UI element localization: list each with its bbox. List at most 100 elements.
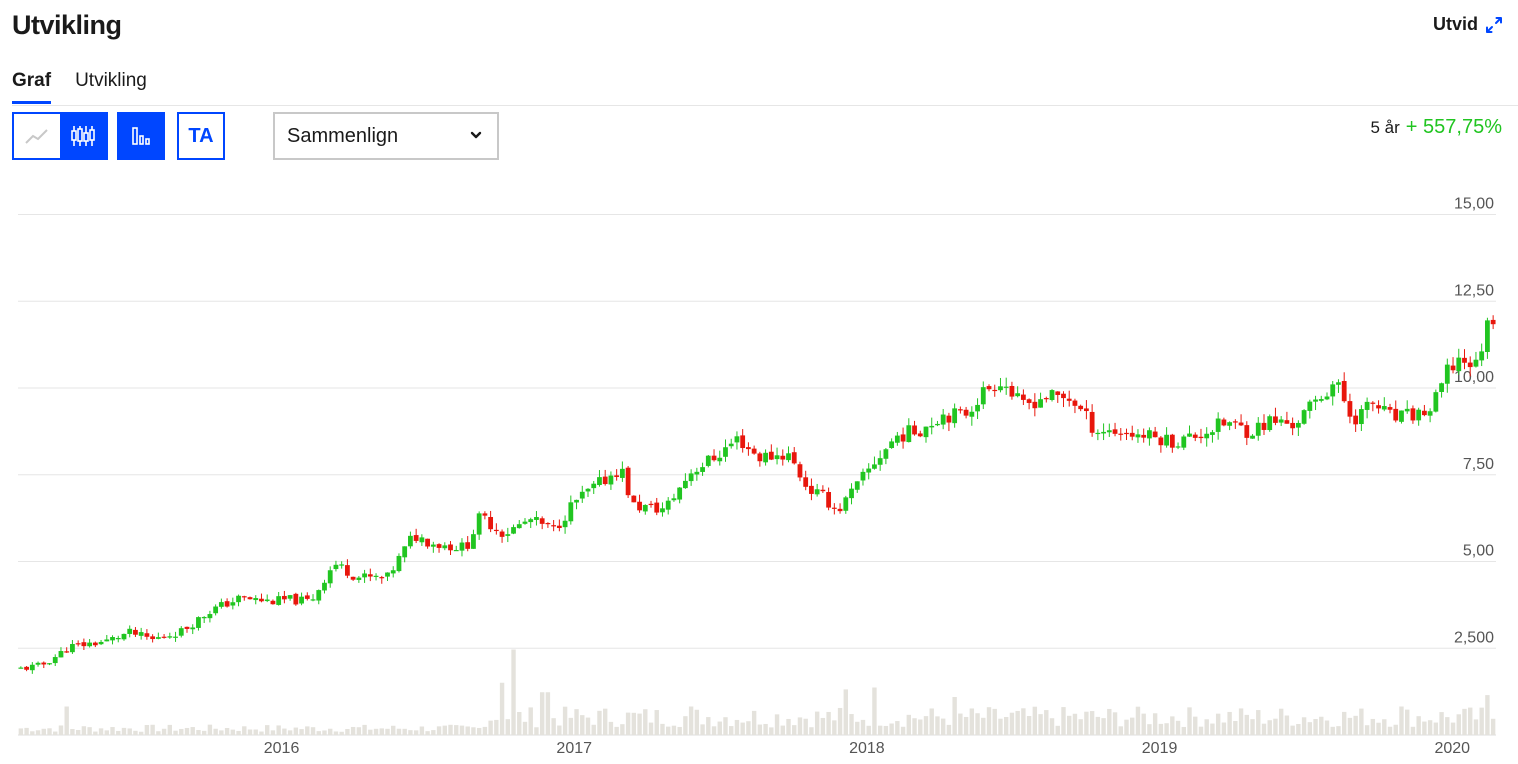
volume-bar <box>528 707 533 735</box>
candlestick-button[interactable] <box>60 114 106 158</box>
candle-down <box>247 597 253 600</box>
candle-up <box>642 504 648 512</box>
candle-down <box>41 662 47 665</box>
volume-bar <box>1284 715 1290 735</box>
volume-bar <box>912 718 917 735</box>
volume-bar <box>1341 711 1347 735</box>
volume-bar <box>860 719 866 735</box>
candle-up <box>1106 430 1112 433</box>
line-chart-button[interactable] <box>14 114 60 158</box>
candle-up <box>396 555 402 572</box>
volume-bar <box>757 724 763 735</box>
candle-down <box>161 636 167 638</box>
candle-up <box>774 455 780 460</box>
candle-down <box>797 464 803 478</box>
candle-up <box>889 441 895 449</box>
volume-bar <box>700 724 705 735</box>
volume-bar <box>1422 721 1427 735</box>
volume-bar <box>677 726 682 735</box>
candle-up <box>362 573 367 578</box>
volume-bar <box>385 728 390 735</box>
candle-up <box>505 534 511 536</box>
volume-bar <box>946 724 952 735</box>
tab-utvikling[interactable]: Utvikling <box>75 70 147 91</box>
candle-up <box>1135 434 1141 438</box>
volume-bar <box>247 729 253 735</box>
candle-down <box>1284 420 1290 424</box>
performance-period: 5 år <box>1370 118 1400 137</box>
volume-bar <box>213 728 218 735</box>
volume-bar <box>1175 720 1181 735</box>
volume-bar <box>310 727 316 735</box>
technical-analysis-button[interactable]: TA <box>177 112 225 160</box>
volume-bar <box>998 718 1003 735</box>
candle-up <box>196 617 201 628</box>
volume-bar <box>729 726 734 735</box>
volume-bar <box>1204 719 1209 735</box>
line-chart-icon <box>25 129 48 144</box>
volume-bar <box>270 730 276 735</box>
candle-up <box>619 468 625 478</box>
volume-bar <box>597 710 602 735</box>
volume-bar <box>121 727 127 735</box>
candlestick-icon <box>71 126 95 146</box>
candle-down <box>1169 434 1175 448</box>
candle-down <box>637 501 642 511</box>
volume-bar <box>110 727 115 735</box>
volume-bar <box>1003 716 1009 735</box>
candle-up <box>682 480 688 489</box>
candle-down <box>425 538 431 547</box>
candle-down <box>350 576 356 580</box>
volume-bar <box>373 728 379 735</box>
volume-bar <box>488 720 493 735</box>
candle-down <box>1393 408 1399 421</box>
price-chart[interactable]: 15,00 12,50 10,00 7,50 5,00 2,500 2016 2017 2018… <box>0 180 1518 764</box>
volume-bar <box>93 731 98 735</box>
volume-bar <box>1319 716 1324 735</box>
candle-down <box>740 435 746 449</box>
candle-up <box>115 638 121 640</box>
tab-graf[interactable]: Graf <box>12 68 52 104</box>
candle-up <box>998 386 1003 391</box>
candle-up <box>476 513 482 535</box>
volume-bar <box>53 731 58 735</box>
volume-bar <box>1215 713 1221 735</box>
volume-bar <box>1181 726 1186 735</box>
volume-bar <box>1095 716 1101 735</box>
expand-button[interactable]: Utvid <box>1433 14 1504 35</box>
candle-up <box>528 519 534 523</box>
compare-select[interactable]: Sammenlign <box>273 112 499 160</box>
y-tick-label: 7,50 <box>1463 456 1494 473</box>
volume-bar <box>958 713 963 735</box>
volume-bar <box>1078 719 1083 735</box>
candle-up <box>723 447 728 457</box>
volume-bar <box>1233 721 1238 735</box>
volume-bar <box>1067 715 1072 735</box>
volume-bar <box>161 728 167 735</box>
volume-bar <box>150 724 155 735</box>
volume-button[interactable] <box>117 112 165 160</box>
volume-bar <box>820 717 826 735</box>
candle-up <box>190 627 196 630</box>
candle-up <box>218 602 224 607</box>
candle-up <box>276 596 282 605</box>
volume-bar <box>1164 723 1169 735</box>
volume-bar <box>643 709 648 735</box>
candle-up <box>1015 393 1021 397</box>
volume-bar <box>975 713 980 735</box>
candle-up <box>419 537 425 543</box>
candle-up <box>1358 409 1364 425</box>
candle-down <box>1089 411 1095 433</box>
candle-up <box>127 628 133 634</box>
volume-bar <box>740 722 745 735</box>
volume-bar <box>1387 726 1393 735</box>
volume-bar <box>425 731 430 735</box>
volume-bar <box>1433 722 1439 735</box>
candle-up <box>511 527 516 534</box>
candle-down <box>757 453 763 462</box>
volume-bar <box>648 722 654 735</box>
volume-bar <box>1141 713 1146 735</box>
volume-bar <box>1405 709 1410 735</box>
candle-up <box>1330 384 1336 397</box>
candle-up <box>47 663 52 665</box>
